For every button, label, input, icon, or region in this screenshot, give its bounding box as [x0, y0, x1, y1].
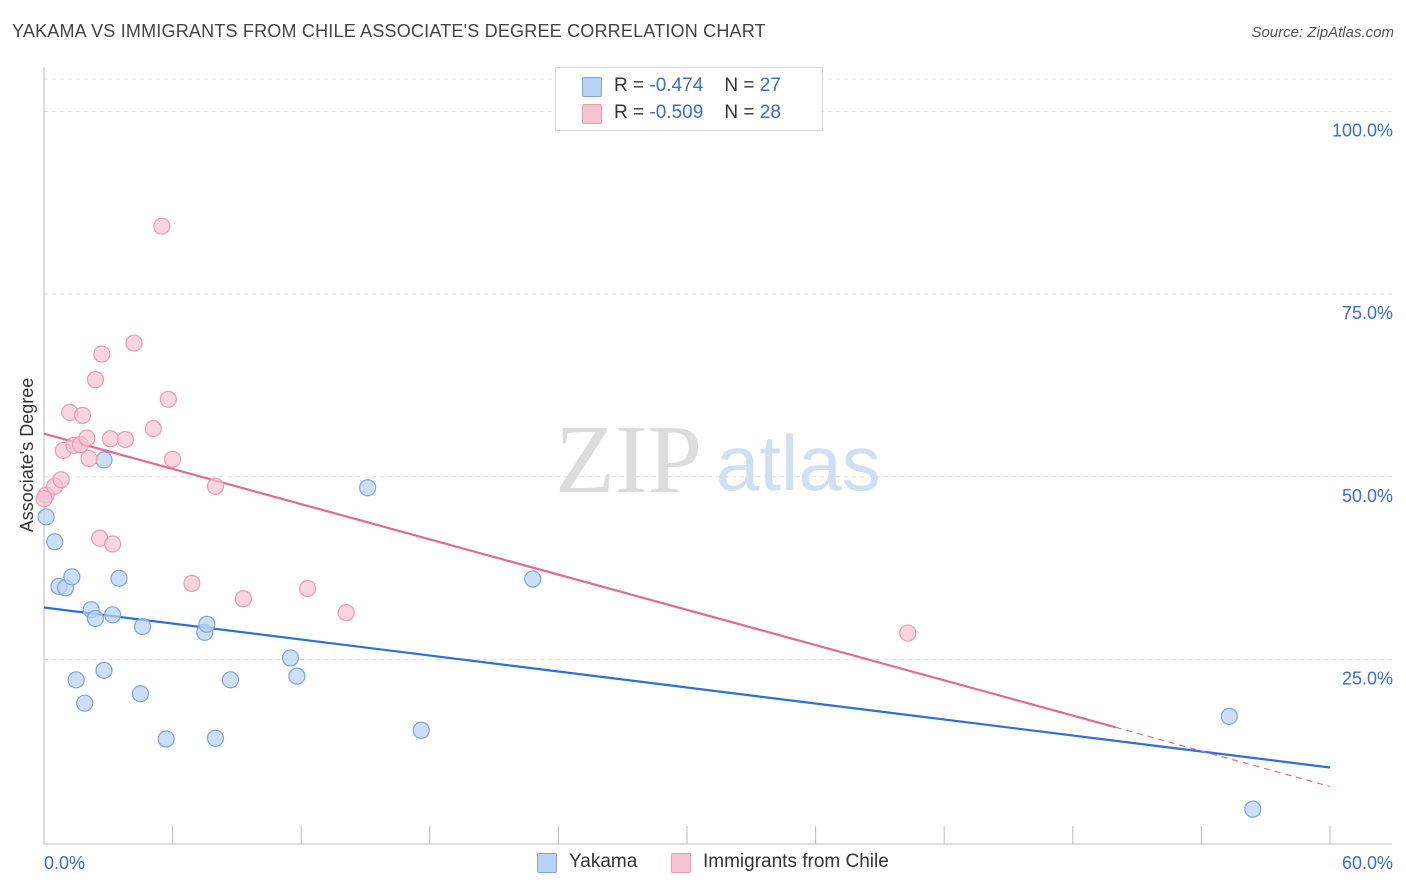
correlation-legend: R = -0.474 N = 27 R = -0.509 N = 28	[555, 67, 823, 131]
yakama-point	[67, 671, 85, 689]
yakama-point	[37, 508, 55, 526]
n-value: 27	[759, 75, 781, 96]
chile-legend-swatch	[671, 853, 691, 873]
y-tick-label: 50.0%	[1342, 486, 1393, 506]
yakama-point	[288, 667, 306, 685]
chile-point	[101, 430, 120, 448]
axes	[43, 67, 1392, 845]
chile-point	[159, 390, 177, 408]
y-tick-label: 25.0%	[1342, 668, 1393, 688]
yakama-point	[221, 671, 240, 689]
yakama-point	[133, 617, 152, 636]
legend-label-yakama: Yakama	[569, 851, 638, 872]
chile-point	[299, 579, 317, 598]
source-label: Source: ZipAtlas.com	[1251, 24, 1394, 41]
watermark-zip: ZIP	[555, 406, 702, 514]
yakama-point	[95, 451, 113, 469]
chile-point	[183, 574, 201, 593]
gridlines	[44, 78, 1392, 660]
chile-point	[337, 604, 355, 622]
yakama-point	[524, 570, 542, 588]
x-tick-label: 60.0%	[1342, 853, 1393, 873]
yakama-point	[76, 694, 94, 712]
yakama-point	[198, 615, 216, 633]
r-value: -0.474	[649, 75, 704, 96]
chile-point	[35, 490, 53, 508]
yakama-point	[86, 609, 105, 628]
yakama-point	[1220, 707, 1238, 725]
yakama-trend-line	[43, 606, 1331, 769]
chile-point	[116, 430, 135, 449]
chile-point	[73, 406, 92, 425]
chile-point	[93, 345, 111, 363]
chile-point	[206, 477, 225, 495]
yakama-point	[103, 606, 122, 624]
chart-title: YAKAMA VS IMMIGRANTS FROM CHILE ASSOCIAT…	[12, 21, 766, 41]
r-label: R =	[614, 102, 645, 123]
yakama-point	[281, 649, 300, 667]
watermark-atlas: atlas	[716, 419, 881, 507]
chile-point	[234, 590, 252, 608]
chile-point	[153, 217, 171, 235]
legend-label-chile: Immigrants from Chile	[703, 851, 889, 872]
watermark: ZIP atlas	[555, 406, 881, 514]
chile-swatch	[582, 104, 602, 124]
yakama-point	[412, 721, 430, 739]
chile-point	[164, 450, 182, 468]
chile-point	[899, 624, 917, 642]
tick-labels: 25.0% 50.0% 75.0% 100.0% 0.0% 60.0%	[44, 121, 1393, 873]
yakama-legend-swatch	[537, 853, 557, 873]
yakama-point	[63, 568, 81, 586]
r-value: -0.509	[649, 102, 704, 123]
chile-point	[144, 419, 162, 438]
yakama-point	[359, 479, 377, 497]
yakama-swatch	[582, 77, 602, 97]
yakama-point	[206, 729, 225, 747]
n-label: N =	[724, 75, 755, 96]
chile-point	[52, 471, 70, 489]
yakama-point	[95, 661, 113, 679]
chile-point	[125, 334, 143, 352]
chile-point	[80, 449, 98, 468]
yakama-point	[110, 569, 128, 587]
n-label: N =	[724, 102, 755, 123]
yakama-point	[157, 730, 175, 748]
yakama-point	[46, 533, 64, 551]
r-label: R =	[614, 75, 645, 96]
chile-point	[103, 535, 122, 553]
yakama-point	[131, 685, 150, 703]
chile-point	[86, 371, 105, 389]
chile-trend-extension	[1115, 726, 1331, 788]
y-tick-label: 100.0%	[1332, 121, 1393, 141]
n-value: 28	[759, 102, 781, 123]
chile-point	[78, 429, 96, 447]
yakama-point	[1244, 800, 1262, 818]
y-axis-label: Associate's Degree	[17, 378, 37, 533]
x-tick-label: 0.0%	[44, 853, 85, 873]
data-points	[35, 217, 1262, 818]
y-tick-label: 75.0%	[1342, 303, 1393, 323]
